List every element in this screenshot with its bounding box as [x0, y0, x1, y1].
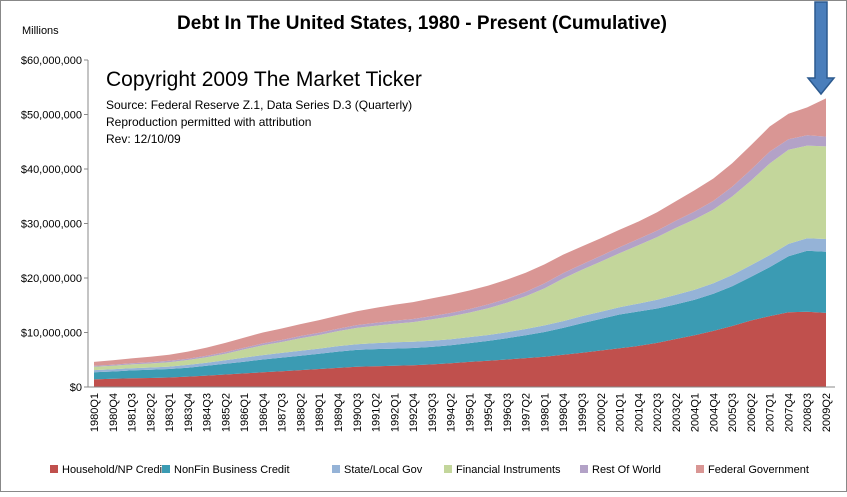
x-tick-label: 2007Q1: [765, 393, 777, 432]
x-tick-label: 2009Q2: [821, 393, 833, 432]
x-tick-label: 2000Q2: [596, 393, 608, 432]
area: [94, 250, 826, 380]
annotation: Rev: 12/10/09: [106, 132, 181, 146]
plot-area: $0 $10,000,000 $20,000,000 $30,000,000 $40,0…: [21, 55, 835, 432]
x-tick-label: 1984Q3: [202, 393, 214, 432]
x-tick-label: 2008Q3: [802, 393, 814, 432]
x-tick-label: 1991Q2: [371, 393, 383, 432]
chart-title: Debt In The United States, 1980 - Presen…: [177, 13, 667, 34]
y-axis-label: Millions: [22, 25, 59, 37]
x-tick-label: 2007Q4: [783, 393, 795, 432]
legend-swatch: [696, 465, 704, 473]
x-tick-label: 1983Q1: [164, 393, 176, 432]
annotation: Copyright 2009 The Market Ticker: [106, 68, 422, 91]
legend-label: Household/NP Credit: [62, 464, 165, 476]
y-tick-label: $10,000,000: [21, 328, 82, 340]
x-tick-label: 1992Q1: [389, 393, 401, 432]
x-tick-label: 1996Q3: [502, 393, 514, 432]
x-tick-label: 1986Q4: [258, 393, 270, 432]
arrow: [806, 1, 836, 96]
x-tick-label: 1990Q3: [352, 393, 364, 432]
x-tick-label: 1989Q1: [314, 393, 326, 432]
x-tick-label: 1988Q2: [295, 393, 307, 432]
x-tick-label: 2003Q2: [671, 393, 683, 432]
legend-swatch: [162, 465, 170, 473]
annotation: Source: Federal Reserve Z.1, Data Series…: [106, 98, 412, 112]
x-tick-label: 1999Q3: [577, 393, 589, 432]
y-tick-label: $30,000,000: [21, 219, 82, 231]
y-tick-label: $50,000,000: [21, 110, 82, 122]
x-tick-label: 1987Q3: [277, 393, 289, 432]
y-tick-label: $0: [70, 382, 82, 394]
x-tick-label: 1994Q2: [446, 393, 458, 432]
x-tick-label: 2002Q3: [652, 393, 664, 432]
legend-label: Rest Of World: [592, 464, 661, 476]
x-tick-label: 2001Q1: [615, 393, 627, 432]
x-tick-label: 1998Q1: [539, 393, 551, 432]
x-tick-label: 1995Q1: [464, 393, 476, 432]
x-tick-label: 1980Q4: [108, 393, 120, 432]
legend-label: NonFin Business Credit: [174, 464, 290, 476]
y-tick-label: $40,000,000: [21, 164, 82, 176]
x-tick-label: 2005Q3: [727, 393, 739, 432]
legend-swatch: [50, 465, 58, 473]
x-tick-label: 1992Q4: [408, 393, 420, 432]
x-tick-label: 2001Q4: [633, 393, 645, 432]
legend-swatch: [332, 465, 340, 473]
legend-label: Federal Government: [708, 464, 809, 476]
x-tick-label: 2004Q4: [708, 393, 720, 432]
area: [94, 145, 826, 371]
area: [94, 311, 826, 387]
y-tick-label: $20,000,000: [21, 273, 82, 285]
legend-label: State/Local Gov: [344, 464, 423, 476]
annotation: Reproduction permitted with attribution: [106, 115, 311, 129]
x-tick-label: 1985Q2: [220, 393, 232, 432]
x-tick-label: 1983Q4: [183, 393, 195, 432]
x-tick-label: 1997Q2: [521, 393, 533, 432]
x-tick-label: 1986Q1: [239, 393, 251, 432]
x-tick-label: 1982Q2: [145, 393, 157, 432]
legend-label: Financial Instruments: [456, 464, 561, 476]
x-tick-label: 1980Q1: [89, 393, 101, 432]
legend-swatch: [580, 465, 588, 473]
y-tick-label: $60,000,000: [21, 55, 82, 67]
x-tick-label: 1998Q4: [558, 393, 570, 432]
x-tick-label: 1995Q4: [483, 393, 495, 432]
x-tick-label: 1989Q4: [333, 393, 345, 432]
x-tick-label: 1981Q3: [127, 393, 139, 432]
x-tick-label: 2004Q1: [690, 393, 702, 432]
x-tick-label: 1993Q3: [427, 393, 439, 432]
legend-swatch: [444, 465, 452, 473]
x-tick-label: 2006Q2: [746, 393, 758, 432]
